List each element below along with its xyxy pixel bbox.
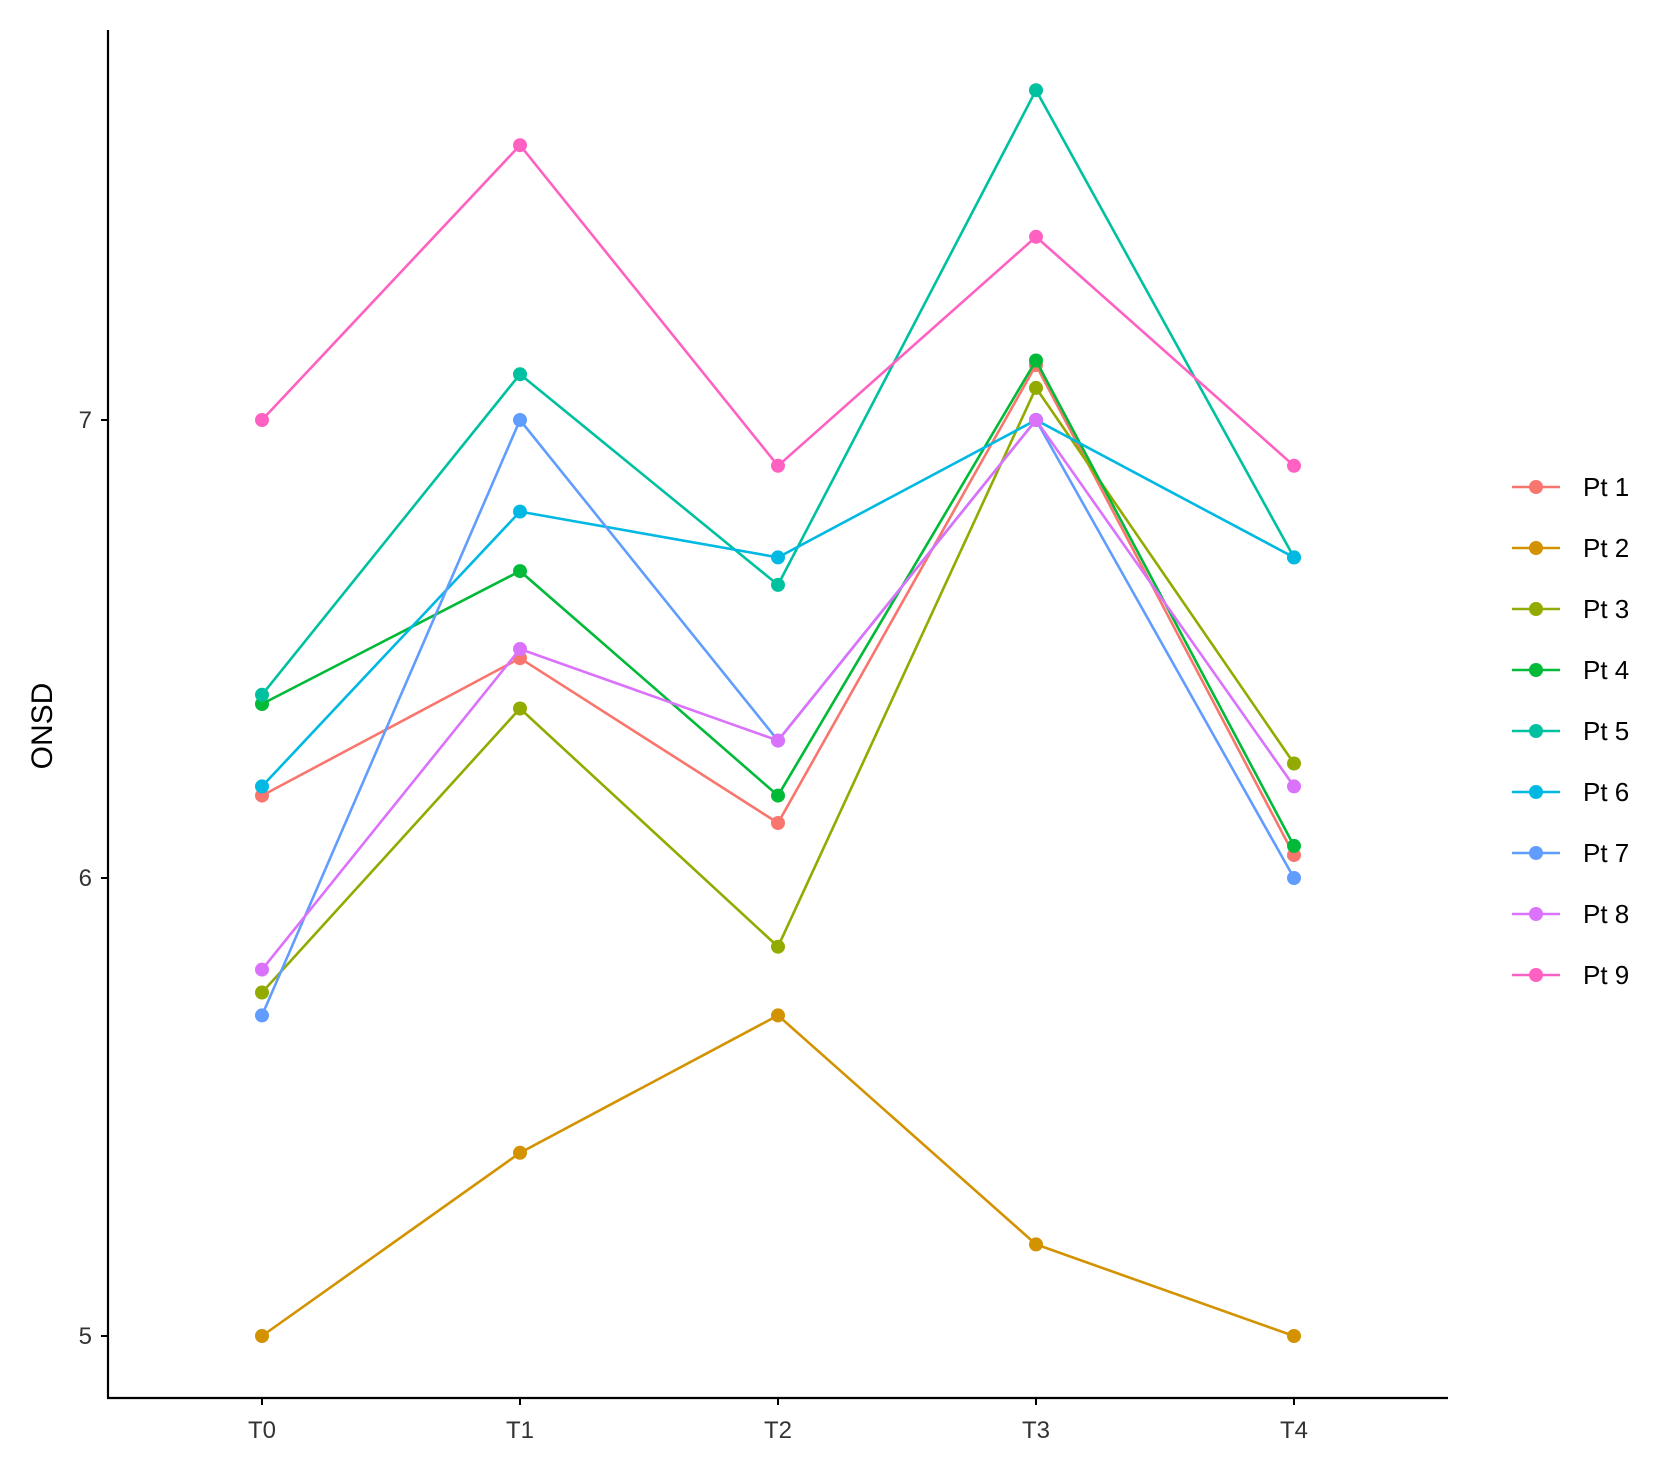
data-point — [513, 413, 527, 427]
data-point — [771, 577, 785, 592]
legend-label: Pt 4 — [1583, 655, 1629, 685]
series-pt-5 — [255, 83, 1301, 702]
y-tick-label: 6 — [79, 865, 92, 892]
data-point — [1287, 779, 1301, 794]
legend-item: Pt 5 — [1512, 716, 1629, 746]
data-point — [513, 564, 527, 579]
legend-item: Pt 3 — [1512, 594, 1629, 624]
series-line — [260, 417, 1296, 1016]
data-point — [771, 458, 785, 473]
legend-item: Pt 9 — [1512, 960, 1629, 990]
data-point — [771, 733, 785, 748]
data-point — [1287, 871, 1301, 885]
data-point — [771, 788, 785, 803]
data-point — [255, 962, 269, 977]
data-point — [255, 985, 269, 1000]
data-point — [513, 504, 527, 519]
data-point — [513, 642, 527, 656]
legend-key-point — [1529, 907, 1543, 921]
legend-key-point — [1529, 541, 1543, 555]
legend-key-point — [1529, 724, 1543, 738]
legend-item: Pt 6 — [1512, 777, 1629, 807]
x-tick-label: T1 — [506, 1417, 534, 1444]
legend-label: Pt 9 — [1583, 960, 1629, 990]
data-point — [1029, 380, 1043, 395]
data-point — [255, 1008, 269, 1023]
legend-key-point — [1529, 968, 1543, 982]
x-tick-label: T2 — [764, 1417, 792, 1444]
legend-item: Pt 7 — [1512, 838, 1629, 868]
data-point — [1287, 550, 1301, 565]
legend-item: Pt 2 — [1512, 533, 1629, 563]
legend-key-point — [1529, 846, 1543, 860]
series-line — [261, 1013, 1295, 1338]
series-pt-7 — [255, 413, 1301, 1023]
data-point — [1287, 1329, 1301, 1343]
legend-label: Pt 3 — [1583, 594, 1629, 624]
data-point — [771, 816, 785, 830]
data-point — [255, 413, 269, 427]
data-point — [255, 687, 269, 702]
series-line — [261, 385, 1296, 994]
y-tick-label: 5 — [79, 1323, 92, 1350]
legend-key-point — [1529, 480, 1543, 494]
data-point — [1029, 1237, 1043, 1252]
y-axis-ticks: 5 6 7 — [79, 407, 108, 1350]
legend-key-point — [1529, 785, 1543, 799]
y-tick-label: 7 — [79, 407, 92, 434]
legend-label: Pt 6 — [1583, 777, 1629, 807]
data-point — [1029, 229, 1043, 244]
data-point — [1287, 756, 1301, 771]
legend-label: Pt 1 — [1583, 472, 1629, 502]
legend-key-point — [1529, 663, 1543, 677]
data-point — [513, 367, 527, 382]
data-point — [1287, 458, 1301, 473]
data-point — [771, 1008, 785, 1023]
y-axis-title: ONSD — [26, 683, 59, 770]
legend-label: Pt 2 — [1583, 533, 1629, 563]
data-point — [1287, 838, 1301, 853]
legend-label: Pt 5 — [1583, 716, 1629, 746]
plot-area — [255, 83, 1301, 1343]
data-point — [1029, 83, 1043, 98]
data-point — [1029, 353, 1043, 368]
legend-item: Pt 8 — [1512, 899, 1629, 929]
data-point — [255, 779, 269, 794]
data-point — [771, 939, 785, 954]
legend: Pt 1 Pt 2 Pt 3 Pt 4 Pt 5 Pt 6 Pt 7 Pt 8 Pt 9 — [1512, 472, 1629, 990]
legend-key-point — [1529, 602, 1543, 616]
x-tick-label: T4 — [1280, 1417, 1308, 1444]
series-line — [261, 143, 1295, 468]
legend-label: Pt 7 — [1583, 838, 1629, 868]
data-point — [1029, 413, 1043, 427]
series-pt-9 — [255, 138, 1301, 473]
series-pt-4 — [255, 353, 1301, 853]
data-point — [771, 550, 785, 565]
x-axis-ticks: T0 T1 T2 T3 T4 — [248, 1398, 1308, 1444]
data-point — [513, 1145, 527, 1160]
legend-item: Pt 1 — [1512, 472, 1629, 502]
series-pt-2 — [255, 1008, 1301, 1343]
legend-item: Pt 4 — [1512, 655, 1629, 685]
series-pt-3 — [255, 380, 1301, 1000]
x-tick-label: T3 — [1022, 1417, 1050, 1444]
x-tick-label: T0 — [248, 1417, 276, 1444]
legend-label: Pt 8 — [1583, 899, 1629, 929]
data-point — [255, 1329, 269, 1343]
series-line — [261, 362, 1296, 856]
series-pt-8 — [255, 413, 1301, 977]
data-point — [513, 138, 527, 153]
data-point — [513, 701, 527, 716]
